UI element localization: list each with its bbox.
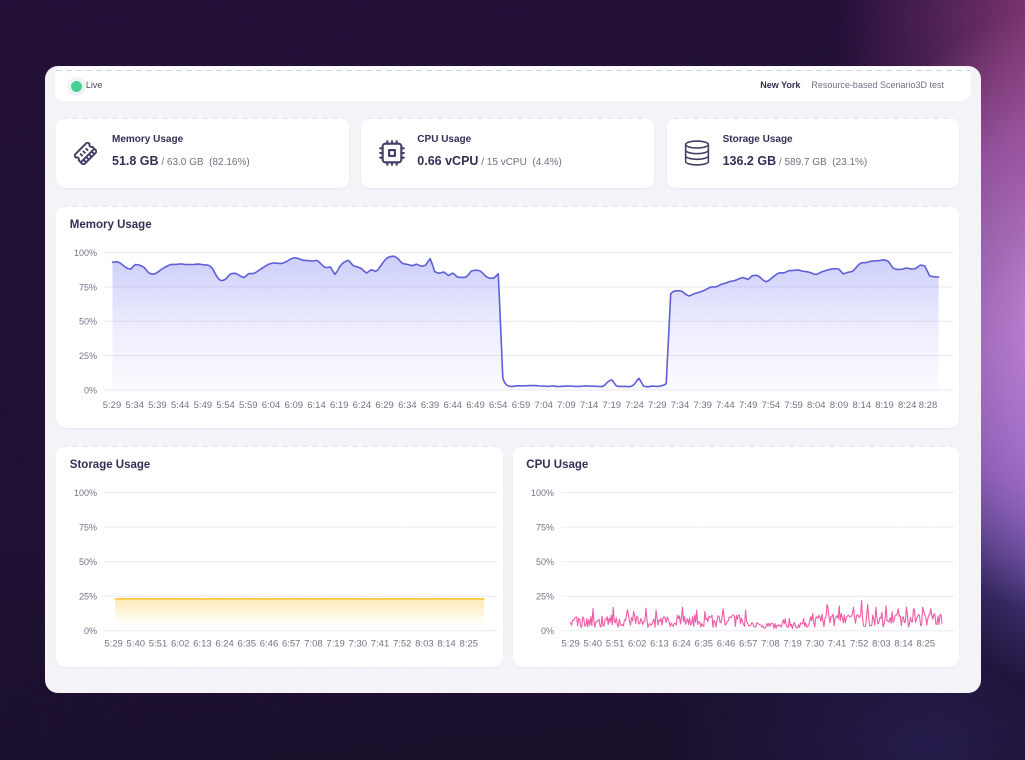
svg-text:7:41: 7:41 (371, 638, 390, 649)
svg-text:7:04: 7:04 (534, 400, 553, 411)
svg-text:6:29: 6:29 (375, 400, 394, 411)
svg-text:6:02: 6:02 (627, 638, 646, 649)
svg-text:8:09: 8:09 (830, 400, 849, 411)
svg-text:50%: 50% (79, 557, 97, 567)
svg-text:8:03: 8:03 (415, 638, 434, 649)
svg-text:7:19: 7:19 (326, 638, 345, 649)
svg-text:25%: 25% (535, 591, 553, 601)
svg-text:7:19: 7:19 (783, 638, 802, 649)
svg-text:0%: 0% (84, 385, 97, 395)
svg-text:5:54: 5:54 (216, 400, 235, 411)
svg-text:6:46: 6:46 (716, 638, 735, 649)
svg-text:5:39: 5:39 (148, 400, 167, 411)
svg-text:7:08: 7:08 (761, 638, 780, 649)
svg-text:6:09: 6:09 (285, 400, 304, 411)
svg-text:25%: 25% (79, 351, 97, 361)
svg-text:7:34: 7:34 (671, 400, 690, 411)
svg-text:8:19: 8:19 (875, 400, 894, 411)
svg-text:8:14: 8:14 (853, 400, 872, 411)
svg-text:6:24: 6:24 (215, 638, 234, 649)
svg-text:5:49: 5:49 (194, 400, 213, 411)
svg-text:7:08: 7:08 (304, 638, 323, 649)
svg-text:8:25: 8:25 (916, 638, 935, 649)
svg-text:6:54: 6:54 (489, 400, 508, 411)
svg-text:6:13: 6:13 (193, 638, 212, 649)
svg-text:7:59: 7:59 (784, 400, 803, 411)
svg-text:6:39: 6:39 (421, 400, 440, 411)
svg-text:25%: 25% (79, 591, 97, 601)
svg-text:5:40: 5:40 (127, 638, 146, 649)
svg-text:100%: 100% (74, 487, 97, 497)
svg-text:7:52: 7:52 (393, 638, 412, 649)
svg-text:8:24: 8:24 (898, 400, 917, 411)
svg-text:7:30: 7:30 (805, 638, 824, 649)
svg-text:0%: 0% (84, 626, 97, 636)
svg-text:7:39: 7:39 (693, 400, 712, 411)
svg-text:5:29: 5:29 (561, 638, 580, 649)
svg-text:6:34: 6:34 (398, 400, 417, 411)
svg-text:6:35: 6:35 (238, 638, 256, 649)
svg-text:8:28: 8:28 (919, 400, 938, 411)
svg-text:8:03: 8:03 (872, 638, 891, 649)
svg-text:8:14: 8:14 (437, 638, 456, 649)
svg-text:6:02: 6:02 (171, 638, 190, 649)
svg-text:5:29: 5:29 (103, 400, 122, 411)
svg-text:7:44: 7:44 (716, 400, 735, 411)
svg-text:6:24: 6:24 (672, 638, 691, 649)
svg-text:6:24: 6:24 (353, 400, 372, 411)
svg-text:7:54: 7:54 (762, 400, 781, 411)
svg-text:7:24: 7:24 (625, 400, 644, 411)
svg-text:75%: 75% (535, 522, 553, 532)
svg-text:7:09: 7:09 (557, 400, 576, 411)
svg-text:6:49: 6:49 (466, 400, 485, 411)
svg-text:7:14: 7:14 (580, 400, 599, 411)
svg-text:7:49: 7:49 (739, 400, 758, 411)
svg-text:7:29: 7:29 (648, 400, 667, 411)
svg-text:50%: 50% (535, 557, 553, 567)
svg-text:7:19: 7:19 (603, 400, 622, 411)
svg-text:5:44: 5:44 (171, 400, 190, 411)
svg-text:6:57: 6:57 (282, 638, 301, 649)
svg-text:50%: 50% (79, 317, 97, 327)
svg-text:6:13: 6:13 (650, 638, 669, 649)
svg-text:5:29: 5:29 (104, 638, 123, 649)
svg-text:5:51: 5:51 (149, 638, 168, 649)
svg-text:5:34: 5:34 (125, 400, 144, 411)
svg-text:6:04: 6:04 (262, 400, 281, 411)
svg-text:75%: 75% (79, 522, 97, 532)
svg-text:8:04: 8:04 (807, 400, 826, 411)
svg-text:0%: 0% (540, 626, 553, 636)
svg-text:5:51: 5:51 (605, 638, 624, 649)
svg-text:100%: 100% (530, 487, 553, 497)
svg-text:6:46: 6:46 (260, 638, 279, 649)
svg-text:6:59: 6:59 (512, 400, 531, 411)
svg-text:7:30: 7:30 (349, 638, 368, 649)
svg-text:6:19: 6:19 (330, 400, 349, 411)
svg-text:5:59: 5:59 (239, 400, 257, 411)
svg-text:6:57: 6:57 (738, 638, 757, 649)
svg-text:75%: 75% (79, 282, 97, 292)
svg-text:6:14: 6:14 (307, 400, 326, 411)
svg-text:8:14: 8:14 (894, 638, 913, 649)
svg-text:6:35: 6:35 (694, 638, 713, 649)
svg-text:100%: 100% (74, 248, 97, 258)
svg-text:7:41: 7:41 (827, 638, 846, 649)
svg-text:8:25: 8:25 (460, 638, 479, 649)
svg-text:6:44: 6:44 (444, 400, 463, 411)
svg-text:5:40: 5:40 (583, 638, 602, 649)
svg-text:7:52: 7:52 (849, 638, 868, 649)
